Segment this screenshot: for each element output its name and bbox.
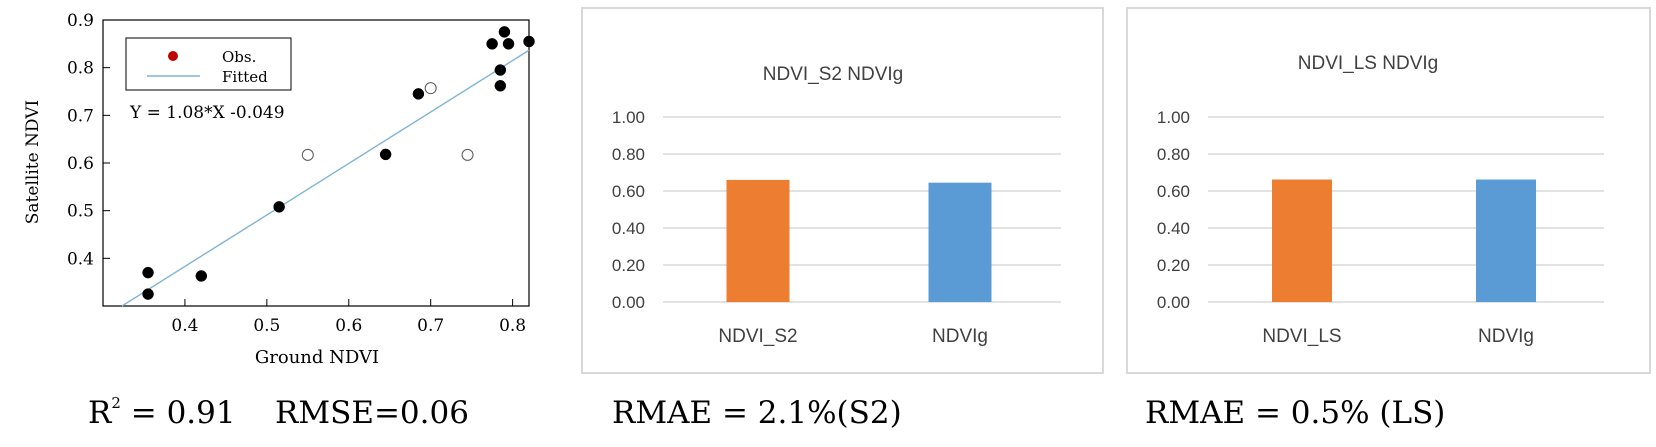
caption-r2-rmse-values: = 0.91 RMSE=0.06 — [120, 395, 469, 431]
bar-ndvig — [1476, 179, 1536, 302]
bar-ndvi-s2 — [726, 179, 790, 302]
scatter-point — [195, 270, 208, 282]
y-tick-label: 0.40 — [612, 219, 645, 238]
y-tick-label: 0.6 — [67, 154, 94, 174]
chart-title-s2: NDVI_S2 NDVIg — [763, 64, 903, 85]
scatter-point — [379, 148, 392, 161]
y-tick-label: 0.60 — [1157, 182, 1190, 201]
category-label: NDVI_S2 — [718, 326, 797, 347]
y-axis-label: Satellite NDVI — [23, 100, 43, 224]
legend-fitted-label: Fitted — [222, 68, 268, 86]
x-tick-label: 0.6 — [335, 316, 362, 336]
caption-r2-rmse: R2 = 0.91 RMSE=0.06 — [88, 395, 469, 431]
category-label: NDVIg — [932, 326, 988, 347]
legend-box — [125, 37, 292, 91]
y-tick-label: 0.80 — [1157, 145, 1190, 164]
y-tick-label: 0.8 — [67, 59, 94, 79]
legend-obs-marker — [168, 51, 178, 61]
fitted-line — [121, 49, 530, 307]
bar-chart-s2: NDVI_S2 NDVIg 0.00 0.20 0.40 0.60 0.80 1.00 ND… — [581, 7, 1104, 374]
y-tick-label: 0.7 — [67, 106, 94, 126]
scatter-point — [498, 26, 511, 38]
scatter-point — [273, 201, 285, 213]
caption-r-exponent: 2 — [111, 394, 121, 412]
fit-equation: Y = 1.08*X -0.049 — [129, 103, 285, 123]
caption-rmae-ls: RMAE = 0.5% (LS) — [1145, 395, 1446, 431]
y-tick-label: 0.40 — [1157, 219, 1190, 238]
category-label: NDVI_LS — [1262, 326, 1341, 347]
y-tick-label: 0.60 — [612, 182, 645, 201]
bar-chart-ls-canvas: NDVI_LS NDVIg 0.00 0.20 0.40 0.60 0.80 1.00 ND… — [1157, 53, 1604, 347]
y-tick-label: 0.9 — [67, 11, 94, 31]
y-tick-label: 0.5 — [67, 202, 94, 222]
bar-chart-ls: NDVI_LS NDVIg 0.00 0.20 0.40 0.60 0.80 1.00 ND… — [1126, 7, 1651, 374]
y-tick-label: 0.80 — [612, 145, 645, 164]
bar-ndvi-ls — [1272, 179, 1332, 302]
y-tick-label: 1.00 — [1157, 108, 1190, 127]
x-tick-label: 0.5 — [253, 316, 280, 336]
scatter-chart: 0.4 0.5 0.6 0.7 0.8 0.4 0.5 0.6 0.7 0.8 0.9 Obs. F… — [23, 11, 535, 368]
scatter-point — [502, 38, 515, 50]
bar-chart-s2-canvas: NDVI_S2 NDVIg 0.00 0.20 0.40 0.60 0.80 1.00 ND… — [612, 64, 1061, 347]
y-tick-label: 1.00 — [612, 108, 645, 127]
scatter-point-hollow — [301, 148, 314, 161]
scatter-point — [142, 288, 154, 300]
y-tick-label: 0.4 — [67, 249, 94, 269]
x-tick-label: 0.8 — [499, 316, 526, 336]
legend-obs-label: Obs. — [222, 48, 256, 66]
scatter-point-hollow — [424, 82, 437, 95]
y-tick-label: 0.00 — [612, 293, 645, 312]
scatter-point — [142, 266, 154, 279]
y-tick-label: 0.00 — [1157, 293, 1190, 312]
caption-rmae-s2: RMAE = 2.1%(S2) — [612, 395, 902, 431]
caption-r-letter: R — [88, 395, 112, 431]
y-tick-label: 0.20 — [612, 256, 645, 275]
scatter-point — [412, 88, 425, 100]
x-tick-label: 0.4 — [171, 316, 198, 336]
y-tick-label: 0.20 — [1157, 256, 1190, 275]
scatter-point-hollow — [461, 148, 474, 161]
category-label: NDVIg — [1478, 326, 1534, 347]
bar-ndvig — [928, 182, 992, 302]
x-tick-label: 0.7 — [417, 316, 444, 336]
scatter-point — [523, 35, 535, 48]
chart-title-ls: NDVI_LS NDVIg — [1298, 53, 1438, 74]
x-axis-label: Ground NDVI — [255, 347, 379, 368]
scatter-point — [494, 80, 507, 92]
scatter-point — [486, 38, 498, 50]
scatter-point — [494, 64, 507, 76]
